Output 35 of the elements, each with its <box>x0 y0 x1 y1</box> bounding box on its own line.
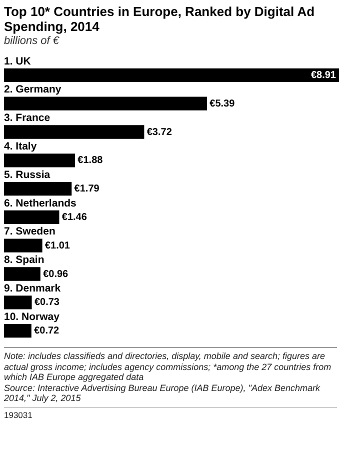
data-label: €1.79 <box>74 184 100 195</box>
data-label: €3.72 <box>146 126 172 138</box>
data-label: €5.39 <box>210 98 236 110</box>
y-tick-label: 7. Sweden <box>4 226 56 238</box>
y-tick-label: 6. Netherlands <box>4 197 77 210</box>
y-tick-label: 2. Germany <box>4 84 62 96</box>
y-tick-label: 5. Russia <box>4 168 50 181</box>
bar <box>4 267 40 281</box>
chart-title: Top 10* Countries in Europe, Ranked by Digital Ad Spending, 2014 <box>3 3 316 34</box>
bar <box>4 210 60 224</box>
bar <box>4 324 32 338</box>
y-tick-label: 9. Denmark <box>4 282 61 295</box>
data-label: €0.72 <box>34 326 60 337</box>
bar <box>4 96 207 110</box>
y-tick-label: 10. Norway <box>4 310 60 323</box>
y-tick-label: 3. France <box>4 112 50 124</box>
data-label: €1.01 <box>44 240 70 252</box>
y-tick-label: 8. Spain <box>4 254 44 266</box>
y-tick-label: 4. Italy <box>4 140 37 153</box>
bar <box>4 154 76 168</box>
data-label: €0.73 <box>34 297 60 308</box>
chart-subtitle: billions of € <box>3 34 60 47</box>
source-note: Source: Interactive Advertising Bureau Europe (IAB Europe), "Adex Benchmark 2014," July 2, 2015 <box>4 382 322 404</box>
bar <box>4 68 339 82</box>
bar <box>4 125 144 139</box>
text: Note: includes classifieds and directories, display, mobile and search; figures are actual gross income; includes agency commissions; *among the 27 countries from which IAB Europe aggregated data <box>4 351 332 382</box>
data-label: €0.96 <box>43 268 69 280</box>
y-tick-label: 1. UK <box>4 55 32 68</box>
data-label: €1.88 <box>78 155 104 166</box>
data-label: €1.46 <box>62 212 88 223</box>
bar <box>4 296 32 310</box>
text: 193031 <box>4 410 32 420</box>
data-label: €8.91 <box>310 70 336 81</box>
bar <box>4 238 42 252</box>
bar <box>4 182 72 196</box>
